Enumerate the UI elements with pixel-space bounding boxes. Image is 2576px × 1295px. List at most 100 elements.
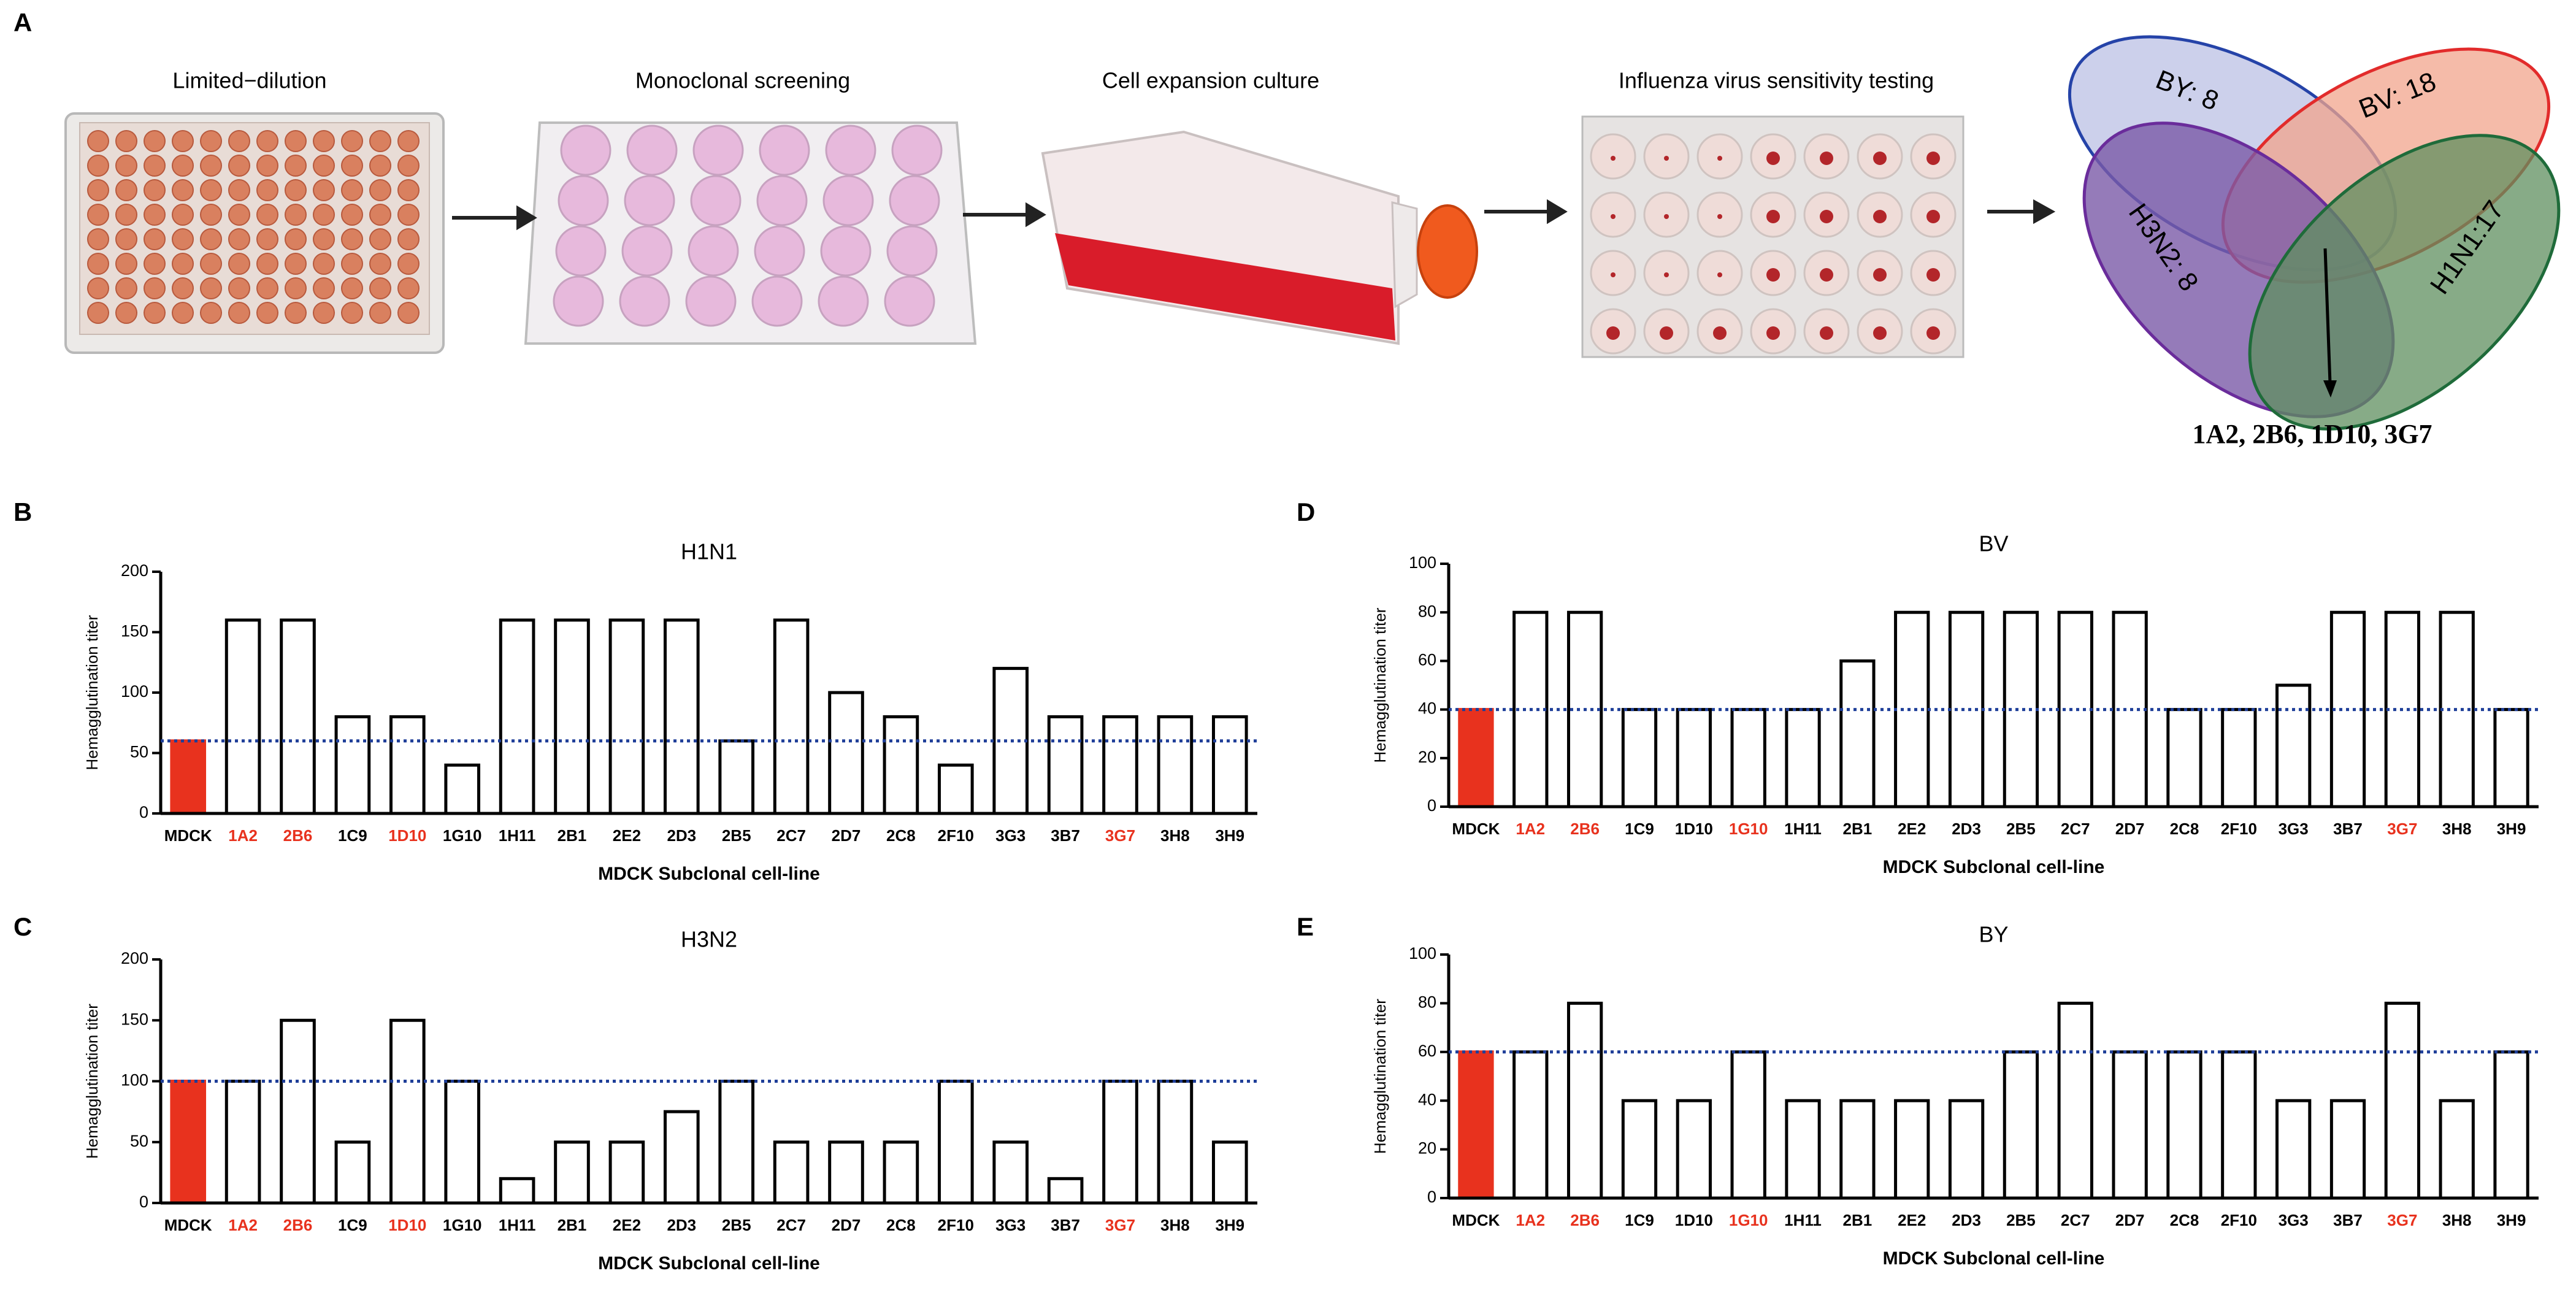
bar [444,763,481,815]
well-dot [1664,272,1669,277]
well [256,302,278,324]
well-dot [1717,156,1722,161]
x-tick-label: 1H11 [499,826,536,845]
x-tick-label: 2B1 [558,1216,587,1234]
bar [1785,708,1821,809]
well [200,302,222,324]
x-tick-label: 2D7 [832,1216,861,1234]
well [228,179,250,201]
bar [1157,715,1194,815]
well [624,175,675,226]
well [228,155,250,177]
arrows [452,199,2056,231]
bar [1512,1050,1549,1200]
bar [1047,715,1084,815]
well-dot [1766,326,1780,340]
bar [2003,1050,2039,1200]
panel-letter: D [1297,498,1315,526]
y-tick-label: 0 [1427,1188,1436,1206]
x-axis-label: MDCK Subclonal cell-line [1883,857,2105,877]
bar [883,715,919,815]
well [313,228,335,250]
step-label: Monoclonal screening [635,68,850,93]
x-tick-label: 1C9 [338,826,367,845]
x-tick-label: 3H8 [1160,826,1190,845]
bar [1621,708,1658,809]
well [172,179,194,201]
well [751,275,803,327]
y-tick-label: 0 [139,803,148,821]
bar [499,618,535,815]
well [172,302,194,324]
well-dot [1611,272,1616,277]
x-tick-label: 2F10 [2221,1211,2257,1229]
x-tick-label: 1D10 [1675,1211,1713,1229]
bar [2329,610,2366,809]
bar [1785,1099,1821,1200]
x-tick-label: MDCK [1452,1211,1500,1229]
y-tick-label: 200 [121,561,148,580]
well [313,277,335,299]
bar [444,1080,481,1205]
well [397,155,420,177]
bar [1839,659,1876,809]
bar [2166,1050,2202,1200]
well [256,253,278,275]
well [172,155,194,177]
well [200,179,222,201]
well-dot [1873,210,1887,223]
well [889,175,940,226]
y-tick-label: 150 [121,622,148,640]
x-tick-label: 1G10 [443,1216,482,1234]
x-tick-label: 3H9 [1215,826,1244,845]
x-tick-label: 1G10 [1729,820,1768,838]
bar [280,1018,316,1205]
bar [1458,708,1494,809]
bar [389,1018,426,1205]
well-dot [1611,156,1616,161]
well-dot [1926,326,1940,340]
venn-intersection: 1A2, 2B6, 1D10, 3G7 [2192,419,2432,449]
y-tick-label: 100 [1409,944,1436,963]
x-tick-label: 2B6 [1570,1211,1600,1229]
well [341,228,363,250]
well-dot [1926,268,1940,282]
well [341,253,363,275]
x-tick-label: 3H9 [2497,1211,2526,1229]
y-tick-label: 60 [1418,651,1436,669]
x-tick-label: 2D7 [2115,820,2145,838]
x-tick-label: 2F10 [938,826,974,845]
y-tick-label: 80 [1418,602,1436,620]
y-axis-label: Hemagglutination titer [83,615,101,770]
chart-title: BY [1979,922,2008,947]
well [256,179,278,201]
well [621,225,673,277]
x-tick-label: 3H8 [2442,820,2472,838]
bar [1102,715,1138,815]
well [200,253,222,275]
x-tick-label: 1H11 [499,1216,536,1234]
bar [170,1080,207,1205]
well [87,130,109,152]
well [228,130,250,152]
well [256,228,278,250]
bar [2384,1001,2421,1200]
x-tick-label: 1D10 [388,1216,426,1234]
well [115,228,137,250]
well [115,155,137,177]
bar [773,618,810,815]
well [285,277,307,299]
well [256,204,278,226]
bar [334,715,371,815]
bar [1839,1099,1876,1200]
bar [2493,1050,2529,1200]
well-dot [1820,152,1833,165]
well [285,155,307,177]
y-tick-label: 80 [1418,993,1436,1012]
x-tick-label: 3B7 [2333,1211,2363,1229]
x-tick-label: 2D3 [1952,820,1981,838]
well [369,253,391,275]
bar [2275,1099,2312,1200]
well-dot [1717,214,1722,219]
